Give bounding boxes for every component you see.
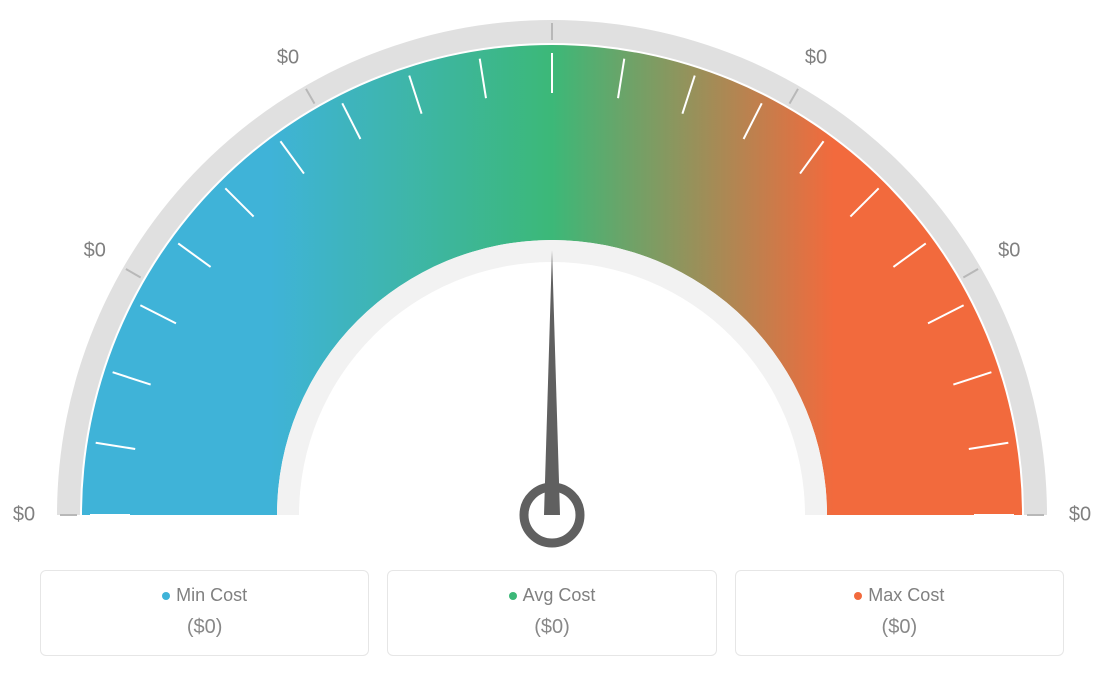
legend-avg-text: Avg Cost xyxy=(523,585,596,605)
scale-label: $0 xyxy=(84,240,106,263)
scale-label: $0 xyxy=(13,504,35,527)
legend-min: Min Cost ($0) xyxy=(40,570,369,656)
legend-max-text: Max Cost xyxy=(868,585,944,605)
legend-min-label: Min Cost xyxy=(51,585,358,606)
scale-label: $0 xyxy=(998,240,1020,263)
dot-icon xyxy=(509,592,517,600)
legend-min-text: Min Cost xyxy=(176,585,247,605)
legend-avg-value: ($0) xyxy=(398,616,705,639)
gauge-chart: $0$0$0$0$0$0$0 xyxy=(0,0,1104,560)
gauge-svg xyxy=(0,0,1104,560)
legend-max: Max Cost ($0) xyxy=(735,570,1064,656)
legend-min-value: ($0) xyxy=(51,616,358,639)
legend-avg: Avg Cost ($0) xyxy=(387,570,716,656)
dot-icon xyxy=(162,592,170,600)
dot-icon xyxy=(854,592,862,600)
legend-avg-label: Avg Cost xyxy=(398,585,705,606)
scale-label: $0 xyxy=(277,46,299,69)
legend-max-label: Max Cost xyxy=(746,585,1053,606)
legend-max-value: ($0) xyxy=(746,616,1053,639)
scale-label: $0 xyxy=(1069,504,1091,527)
scale-label: $0 xyxy=(805,46,827,69)
legend-row: Min Cost ($0) Avg Cost ($0) Max Cost ($0… xyxy=(0,570,1104,656)
